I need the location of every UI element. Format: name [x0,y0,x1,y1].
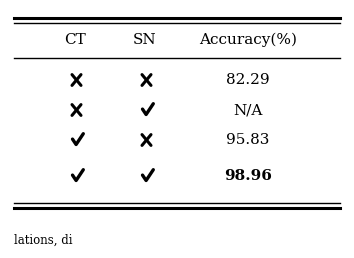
Text: 82.29: 82.29 [226,73,270,87]
Text: N/A: N/A [233,103,263,117]
Text: lations, di: lations, di [14,233,73,246]
Text: CT: CT [64,33,86,47]
Text: Accuracy(%): Accuracy(%) [199,33,297,47]
Text: 95.83: 95.83 [226,133,270,147]
Text: SN: SN [133,33,157,47]
Text: 98.96: 98.96 [224,169,272,183]
